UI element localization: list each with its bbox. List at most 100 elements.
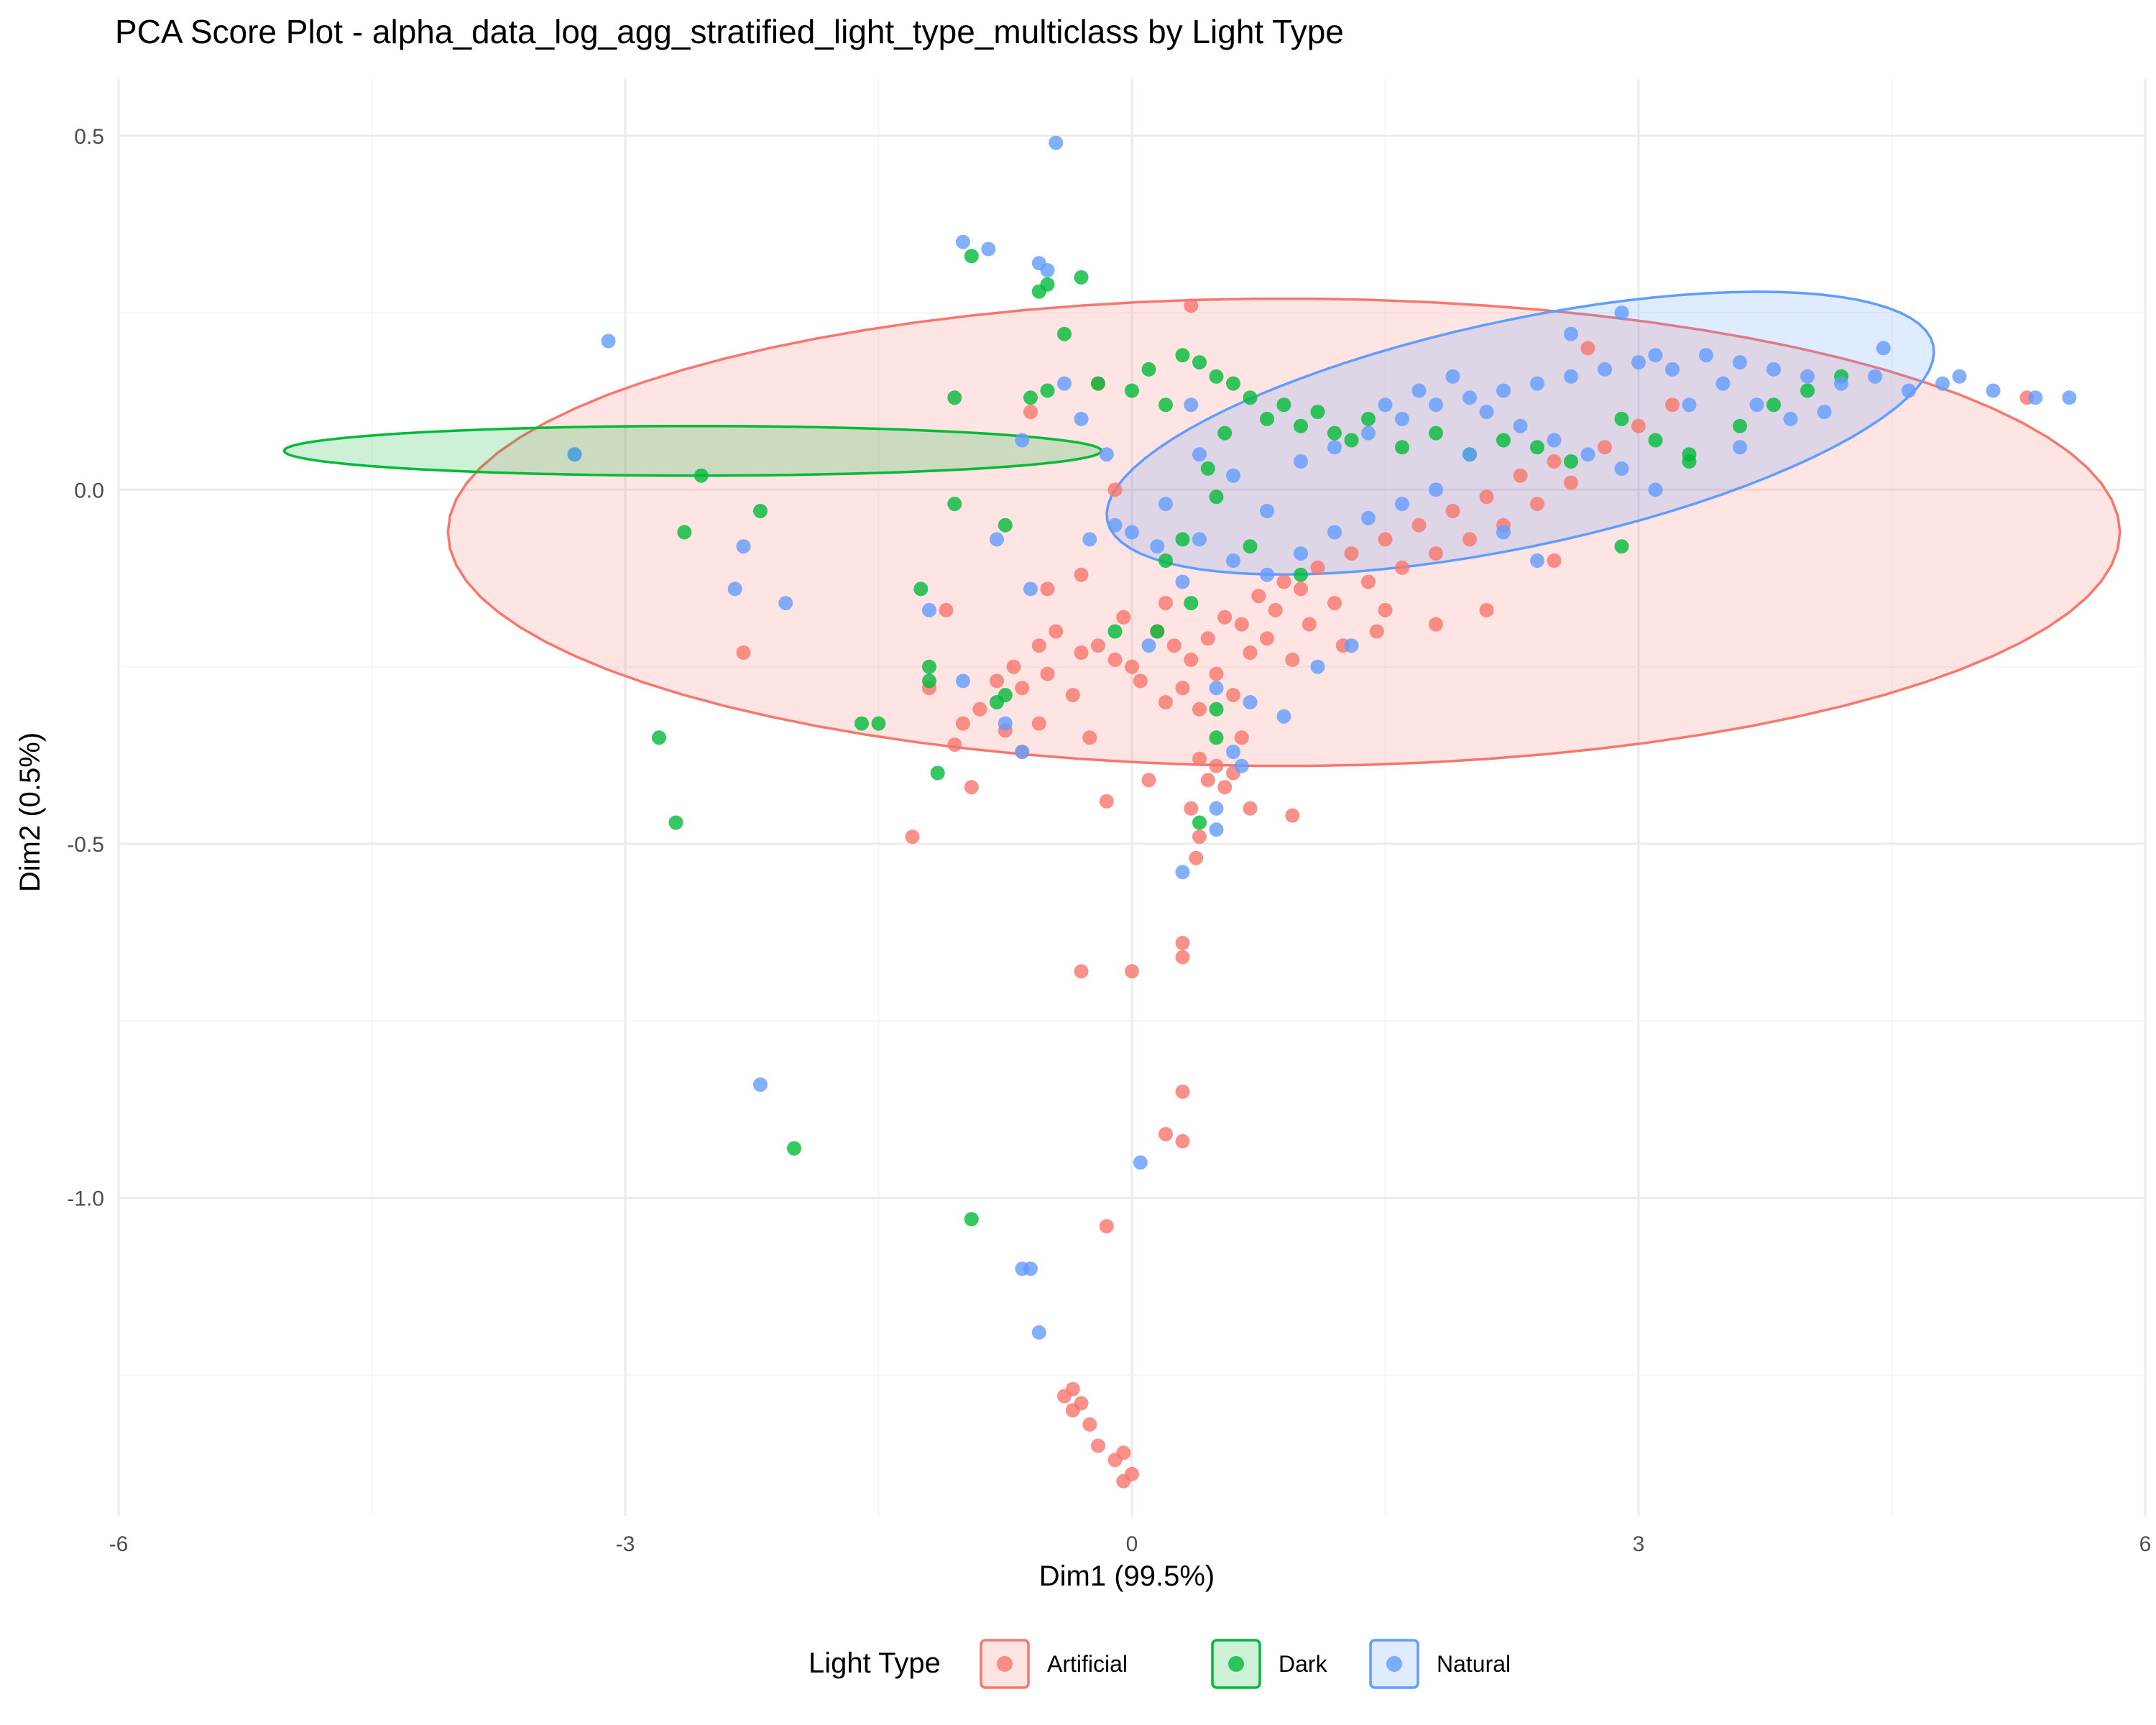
point-artificial	[1564, 475, 1578, 490]
point-artificial	[1192, 751, 1207, 766]
point-natural	[1040, 263, 1055, 277]
point-natural	[1496, 525, 1511, 540]
point-artificial	[1209, 666, 1224, 681]
y-tick-label: -0.5	[67, 833, 104, 857]
point-artificial	[1310, 560, 1325, 575]
point-natural	[1226, 553, 1240, 568]
point-dark	[1217, 426, 1233, 441]
point-artificial	[1175, 1133, 1190, 1149]
point-natural	[1766, 362, 1781, 377]
point-natural	[1876, 341, 1891, 356]
point-dark	[1429, 426, 1443, 441]
point-dark	[1344, 433, 1359, 448]
point-natural	[1023, 581, 1038, 597]
y-tick-label: -1.0	[67, 1187, 104, 1211]
legend-label-dark: Dark	[1279, 1651, 1328, 1677]
point-natural	[601, 334, 616, 349]
point-natural	[2062, 390, 2077, 405]
point-natural	[727, 581, 742, 597]
point-artificial	[1031, 716, 1046, 731]
point-artificial	[1598, 440, 1612, 455]
data-points	[567, 135, 2077, 1489]
point-artificial	[1049, 624, 1064, 639]
point-artificial	[1189, 850, 1204, 865]
point-natural	[1395, 497, 1409, 512]
point-natural	[1226, 745, 1240, 759]
point-artificial	[947, 737, 962, 753]
point-natural	[1547, 433, 1562, 448]
point-artificial	[1631, 418, 1646, 433]
point-dark	[922, 659, 936, 674]
point-dark	[652, 730, 666, 745]
point-dark	[1031, 284, 1046, 299]
point-dark	[1226, 376, 1240, 391]
point-artificial	[1268, 602, 1283, 617]
point-natural	[1344, 638, 1359, 653]
point-natural	[1665, 362, 1680, 377]
point-natural	[1614, 305, 1629, 321]
point-natural	[956, 673, 970, 689]
point-dark	[1243, 390, 1258, 405]
y-tick-label: 0.5	[74, 125, 104, 149]
point-artificial	[1378, 532, 1393, 547]
legend-items: Artificial Dark Natural	[980, 1639, 1511, 1689]
point-natural	[1192, 532, 1207, 547]
point-dark	[1107, 624, 1123, 639]
point-natural	[981, 242, 996, 257]
point-artificial	[1158, 1127, 1173, 1141]
point-natural	[1648, 348, 1663, 363]
point-dark	[1310, 405, 1325, 420]
point-artificial	[1175, 936, 1190, 950]
point-artificial	[1285, 808, 1300, 823]
point-natural	[1133, 1155, 1148, 1170]
point-artificial	[1395, 560, 1409, 575]
point-dark	[1294, 567, 1308, 582]
point-artificial	[1361, 574, 1376, 589]
point-artificial	[1479, 489, 1494, 505]
point-dark	[930, 765, 945, 781]
point-dark	[1184, 596, 1199, 611]
point-artificial	[1462, 532, 1477, 547]
point-dark	[677, 525, 692, 540]
point-artificial	[1091, 1438, 1105, 1453]
point-natural	[1023, 1261, 1038, 1276]
point-artificial	[1175, 949, 1190, 965]
point-natural	[1631, 355, 1646, 370]
point-dark	[753, 504, 768, 518]
point-dark	[1074, 270, 1089, 285]
point-natural	[1902, 383, 1916, 398]
x-tick-label: -3	[616, 1532, 635, 1556]
point-dark	[998, 518, 1013, 533]
point-dark	[1200, 461, 1215, 476]
point-artificial	[1411, 518, 1427, 533]
point-artificial	[1065, 1381, 1080, 1397]
point-artificial	[1429, 617, 1443, 632]
point-natural	[1598, 362, 1612, 377]
point-dark	[1125, 383, 1139, 398]
point-artificial	[1369, 624, 1384, 639]
point-artificial	[1107, 482, 1123, 497]
point-artificial	[1234, 617, 1249, 632]
point-artificial	[1344, 546, 1359, 561]
point-artificial	[1074, 567, 1089, 582]
point-artificial	[1513, 468, 1528, 483]
point-natural	[1099, 447, 1114, 462]
point-dark	[1243, 539, 1258, 554]
ellipse-artificial	[446, 297, 2122, 768]
point-natural	[1209, 801, 1224, 816]
point-dark	[1614, 539, 1629, 554]
point-dark	[964, 1212, 979, 1227]
point-artificial	[1074, 1396, 1089, 1411]
point-natural	[1395, 411, 1409, 426]
point-artificial	[1200, 773, 1215, 788]
point-dark	[1496, 433, 1511, 448]
legend: Light Type Artificial Dark Natural	[808, 1639, 1511, 1689]
point-artificial	[1243, 645, 1258, 660]
point-natural	[567, 447, 582, 462]
point-natural	[1429, 482, 1443, 497]
point-natural	[1276, 709, 1291, 724]
point-natural	[1699, 348, 1713, 363]
point-dark	[947, 497, 962, 512]
point-dark	[998, 688, 1013, 703]
